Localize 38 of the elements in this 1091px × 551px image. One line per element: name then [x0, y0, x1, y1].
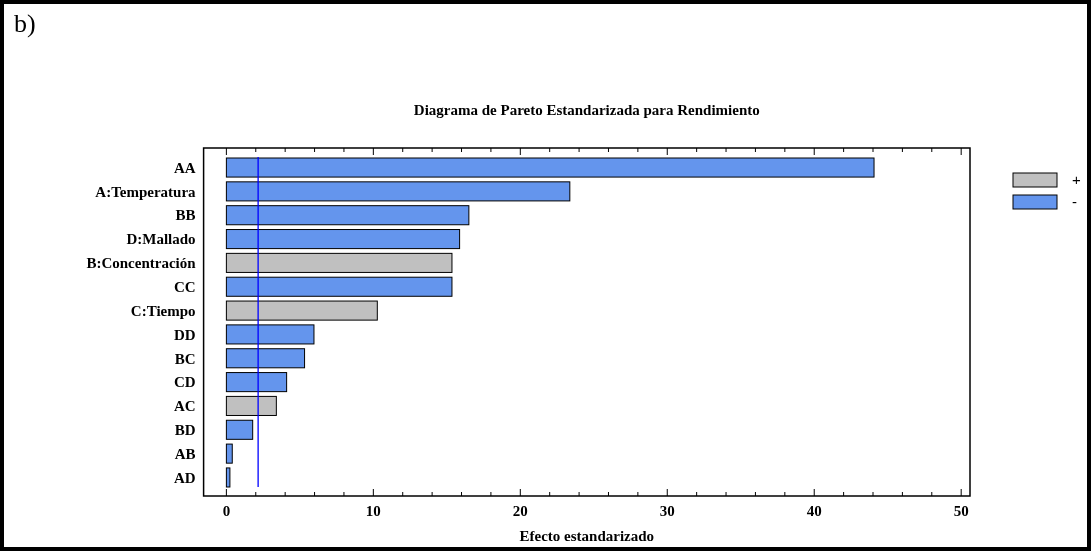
bar: [225, 324, 315, 345]
y-tick-label: BC: [174, 350, 196, 367]
bar: [225, 229, 461, 250]
y-tick-label: AA: [173, 159, 196, 176]
x-tick-label: 40: [806, 503, 822, 519]
y-tick-label: A:Temperatura: [95, 183, 197, 200]
bar: [225, 395, 277, 416]
bar: [225, 348, 306, 369]
y-tick-label: BB: [175, 207, 196, 224]
y-tick-label: C:Tiempo: [130, 302, 196, 319]
x-tick-label: 0: [222, 503, 231, 519]
y-tick-label: B:Concentración: [86, 255, 197, 272]
chart-title: Diagrama de Pareto Estandarizada para Rendimiento: [413, 102, 760, 118]
legend-label: +: [1072, 171, 1081, 189]
bar: [225, 443, 233, 464]
y-tick-label: AD: [173, 469, 196, 486]
x-tick-label: 50: [953, 503, 969, 519]
bar: [225, 300, 378, 321]
x-axis-title: Efecto estandarizado: [519, 528, 655, 544]
bar: [225, 419, 254, 440]
y-tick-label: D:Mallado: [126, 231, 196, 248]
bar: [225, 252, 453, 273]
bar: [225, 276, 453, 297]
x-tick-label: 30: [659, 503, 675, 519]
bar: [225, 205, 470, 226]
y-tick-label: CC: [173, 278, 196, 295]
x-tick-label: 20: [512, 503, 528, 519]
bar: [225, 157, 875, 178]
y-tick-label: CD: [173, 374, 196, 391]
y-tick-label: AC: [173, 398, 196, 415]
y-tick-label: AB: [174, 445, 196, 462]
legend-label: -: [1072, 193, 1077, 211]
bar: [225, 372, 288, 393]
y-tick-label: BD: [174, 422, 196, 439]
x-tick-label: 10: [365, 503, 381, 519]
text: b): [14, 9, 36, 38]
bar: [225, 181, 571, 202]
y-tick-label: DD: [173, 326, 196, 343]
